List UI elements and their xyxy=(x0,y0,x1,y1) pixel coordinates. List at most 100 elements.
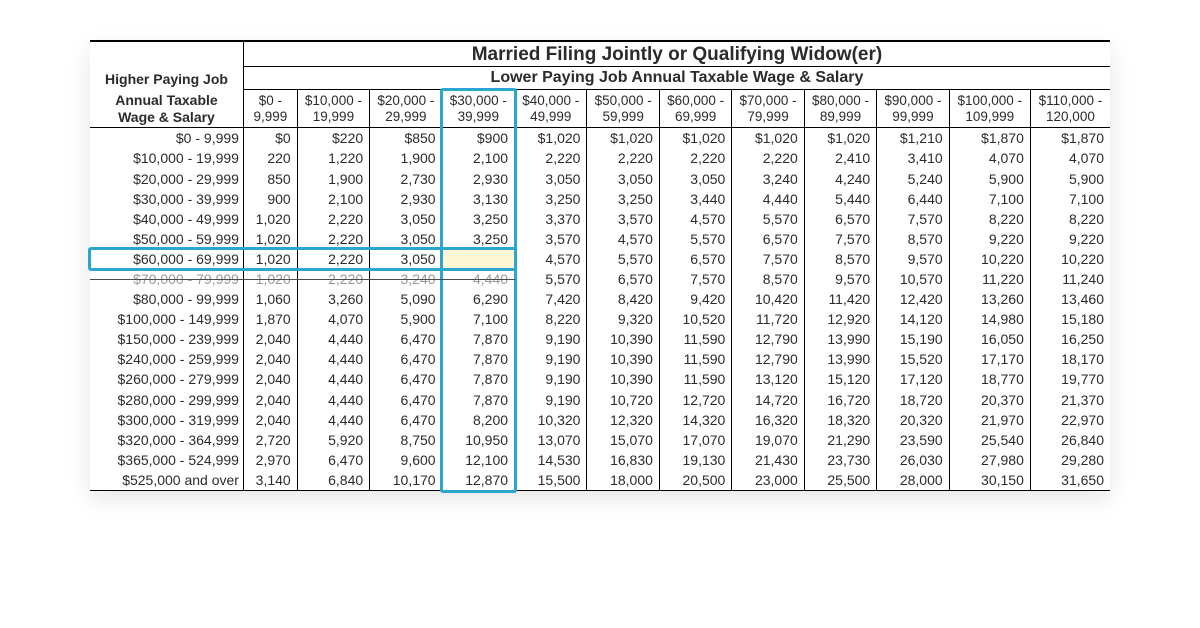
table-cell: 12,790 xyxy=(732,329,804,349)
table-cell: 3,250 xyxy=(587,189,659,209)
table-cell: $1,020 xyxy=(804,128,876,149)
table-cell: 6,440 xyxy=(877,189,949,209)
table-row: $150,000 - 239,9992,0404,4406,4707,8709,… xyxy=(90,329,1110,349)
table-cell: 11,720 xyxy=(732,309,804,329)
table-cell: 6,470 xyxy=(370,410,442,430)
table-cell: 28,000 xyxy=(877,470,949,491)
table-cell: 20,500 xyxy=(659,470,731,491)
table-cell: 12,320 xyxy=(587,410,659,430)
table-cell: 13,990 xyxy=(804,329,876,349)
table-cell: 21,430 xyxy=(732,450,804,470)
table-cell: 3,570 xyxy=(587,209,659,229)
table-row: $80,000 - 99,9991,0603,2605,0906,2907,42… xyxy=(90,289,1110,309)
table-cell: 3,250 xyxy=(515,189,587,209)
table-cell: 4,440 xyxy=(297,410,369,430)
table-cell: 13,070 xyxy=(515,430,587,450)
table-cell: 7,870 xyxy=(442,369,514,389)
table-cell: $1,870 xyxy=(1030,128,1110,149)
table-cell: 7,570 xyxy=(804,229,876,249)
table-cell: 4,570 xyxy=(515,249,587,269)
col-header: $80,000 -89,999 xyxy=(804,90,876,128)
table-cell: 16,320 xyxy=(732,410,804,430)
table-cell: 15,120 xyxy=(804,369,876,389)
table-cell: 3,570 xyxy=(515,229,587,249)
row-label: $20,000 - 29,999 xyxy=(90,169,243,189)
table-cell: $900 xyxy=(442,128,514,149)
table-cell: 13,460 xyxy=(1030,289,1110,309)
table-cell: 10,220 xyxy=(1030,249,1110,269)
table-cell: 8,570 xyxy=(804,249,876,269)
table-cell: 3,410 xyxy=(877,148,949,168)
table-cell: $1,020 xyxy=(587,128,659,149)
table-cell: 2,220 xyxy=(297,229,369,249)
table-cell: 6,290 xyxy=(442,289,514,309)
table-cell: 16,830 xyxy=(587,450,659,470)
col-header: $60,000 -69,999 xyxy=(659,90,731,128)
table-row: $320,000 - 364,9992,7205,9208,75010,9501… xyxy=(90,430,1110,450)
table-cell: 1,020 xyxy=(243,229,297,249)
table-cell: $850 xyxy=(370,128,442,149)
row-label: $300,000 - 319,999 xyxy=(90,410,243,430)
table-cell: 9,600 xyxy=(370,450,442,470)
row-label: $260,000 - 279,999 xyxy=(90,369,243,389)
table-row: $40,000 - 49,9991,0202,2203,0503,2503,37… xyxy=(90,209,1110,229)
table-cell: 5,900 xyxy=(1030,169,1110,189)
table-cell: 1,900 xyxy=(370,148,442,168)
table-cell: 3,440 xyxy=(442,249,514,269)
table-cell: 2,970 xyxy=(243,450,297,470)
row-label: $30,000 - 39,999 xyxy=(90,189,243,209)
table-cell: 15,500 xyxy=(515,470,587,491)
table-cell: 16,250 xyxy=(1030,329,1110,349)
table-cell: 20,320 xyxy=(877,410,949,430)
table-cell: 6,470 xyxy=(370,329,442,349)
table-cell: 5,570 xyxy=(659,229,731,249)
table-cell: 11,590 xyxy=(659,349,731,369)
table-cell: 6,570 xyxy=(804,209,876,229)
table-cell: 9,570 xyxy=(804,269,876,289)
table-cell: 4,440 xyxy=(732,189,804,209)
table-cell: 14,320 xyxy=(659,410,731,430)
table-cell: 2,100 xyxy=(442,148,514,168)
table-cell: 10,320 xyxy=(515,410,587,430)
table-cell: 18,720 xyxy=(877,390,949,410)
table-cell: 10,170 xyxy=(370,470,442,491)
table-cell: 2,220 xyxy=(297,209,369,229)
table-cell: 21,290 xyxy=(804,430,876,450)
table-cell: 16,050 xyxy=(949,329,1030,349)
row-label: $365,000 - 524,999 xyxy=(90,450,243,470)
table-cell: 23,730 xyxy=(804,450,876,470)
table-cell: 3,250 xyxy=(442,209,514,229)
table-cell: 7,100 xyxy=(442,309,514,329)
table-cell: 8,750 xyxy=(370,430,442,450)
row-header-line1: Higher Paying Job xyxy=(105,71,228,87)
row-label: $0 - 9,999 xyxy=(90,128,243,149)
table-cell: 5,090 xyxy=(370,289,442,309)
table-cell: 8,200 xyxy=(442,410,514,430)
table-cell: 2,040 xyxy=(243,369,297,389)
table-row: $525,000 and over3,1406,84010,17012,8701… xyxy=(90,470,1110,491)
table-cell: 11,240 xyxy=(1030,269,1110,289)
table-cell: 11,590 xyxy=(659,329,731,349)
table-row: $50,000 - 59,9991,0202,2203,0503,2503,57… xyxy=(90,229,1110,249)
table-cell: 6,570 xyxy=(587,269,659,289)
table-cell: 8,220 xyxy=(949,209,1030,229)
table-cell: 7,100 xyxy=(1030,189,1110,209)
table-cell: 19,130 xyxy=(659,450,731,470)
table-cell: 9,420 xyxy=(659,289,731,309)
table-cell: 7,570 xyxy=(732,249,804,269)
col-header: $100,000 -109,999 xyxy=(949,90,1030,128)
row-label: $280,000 - 299,999 xyxy=(90,390,243,410)
row-label: $70,000 - 79,999 xyxy=(90,269,243,289)
table-cell: 12,720 xyxy=(659,390,731,410)
table-cell: 6,840 xyxy=(297,470,369,491)
table-cell: 5,570 xyxy=(587,249,659,269)
row-label: $150,000 - 239,999 xyxy=(90,329,243,349)
table-cell: 17,070 xyxy=(659,430,731,450)
column-header-row: Annual Taxable Wage & Salary $0 -9,999 $… xyxy=(90,90,1110,128)
table-cell: 1,020 xyxy=(243,249,297,269)
table-cell: 3,240 xyxy=(370,269,442,289)
table-cell: $1,870 xyxy=(949,128,1030,149)
table-cell: 4,440 xyxy=(297,349,369,369)
table-cell: 3,240 xyxy=(732,169,804,189)
row-label: $80,000 - 99,999 xyxy=(90,289,243,309)
